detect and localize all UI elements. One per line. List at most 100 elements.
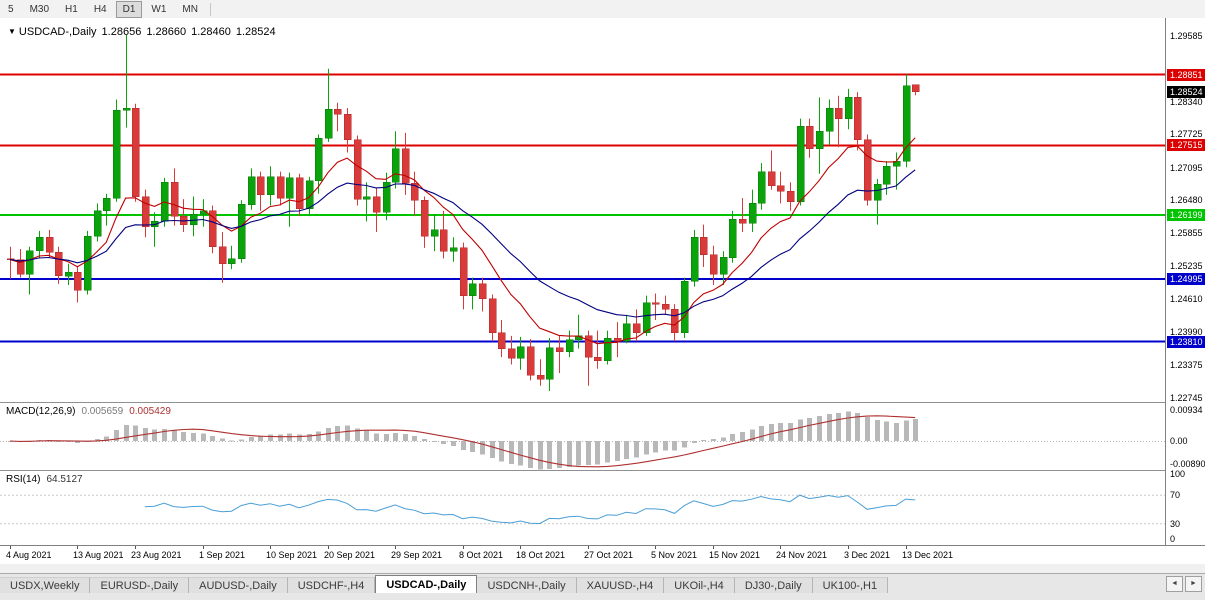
candles-layer [6,34,920,391]
macd-bar [461,441,466,450]
rsi-axis-label: 70 [1170,490,1181,500]
price-axis-label: 1.28340 [1170,97,1203,107]
macd-bar [470,441,475,453]
macd-bar [644,441,649,455]
rsi-axis-label: 30 [1170,519,1181,529]
macd-bar [326,428,331,441]
candle-down [372,196,381,213]
macd-bar [682,441,687,448]
macd-bar [364,430,369,441]
candle-down [834,107,843,119]
candle-down [439,229,448,252]
level-price-badge: 1.27515 [1167,139,1205,151]
tabs-scroll-left-button[interactable]: ◄ [1166,576,1183,592]
macd-axis-label: 0.00 [1170,436,1188,446]
macd-bar [827,413,832,441]
macd-bar [605,441,610,463]
tabs-scroll-right-icon: ► [1190,580,1197,587]
window-menu-icon[interactable]: ▼ [8,27,16,36]
date-axis-label: 29 Sep 2021 [391,550,443,560]
chart-tab-ukoil-h4[interactable]: UKOil-,H4 [664,577,735,594]
timeframe-button-mn[interactable]: MN [182,3,198,15]
macd-bar [855,412,860,441]
date-axis-tick [203,546,204,549]
timeframe-button-5[interactable]: 5 [8,3,14,15]
candle-down [401,148,410,184]
price-axis-label: 1.24610 [1170,294,1203,304]
macd-bar [730,434,735,441]
chart-tab-audusd-daily[interactable]: AUDUSD-,Daily [189,577,288,594]
timeframe-button-h1[interactable]: H1 [65,3,78,15]
macd-bar [653,441,658,453]
candle-down [295,177,304,209]
macd-bar [875,420,880,441]
candle-up [122,107,131,111]
chart-tab-usdcad-daily[interactable]: USDCAD-,Daily [375,575,478,594]
rsi-line [144,494,916,525]
macd-bar [249,437,254,441]
chart-canvas[interactable] [0,18,1165,545]
tabs-scroll-controls: ◄ ► [1164,574,1205,594]
timeframe-button-h4[interactable]: H4 [93,3,107,15]
chart-tab-usdx-weekly[interactable]: USDX,Weekly [0,577,91,594]
chart-tab-usdcnh-daily[interactable]: USDCNH-,Daily [477,577,577,594]
date-axis-tick [10,546,11,549]
ohlc-close: 1.28524 [235,26,276,38]
macd-bar [374,433,379,441]
macd-bar [75,441,80,443]
macd-bar [807,417,812,441]
candle-up [516,346,525,359]
date-axis-tick [77,546,78,549]
candle-down [16,259,25,275]
macd-bar [894,422,899,441]
rsi-axis-label: 100 [1170,469,1186,479]
date-axis[interactable]: 4 Aug 2021 13 Aug 2021 23 Aug 2021 1 Sep 20… [0,545,1205,564]
chart-tab-usdchf-h4[interactable]: USDCHF-,H4 [287,577,376,594]
candle-up [189,213,198,225]
macd-bar [133,425,138,441]
candle-up [314,137,323,181]
candle-down [141,196,150,227]
candle-down [170,181,179,217]
candle-up [873,184,882,201]
candle-down [613,337,622,342]
macd-bar [567,441,572,467]
macd-bar [432,441,437,442]
price-axis-label: 1.26480 [1170,195,1203,205]
macd-bar [528,441,533,468]
macd-bar [615,441,620,462]
price-axis[interactable]: 1.29585 1.28340 1.27725 1.27095 1.26480 1.258… [1165,18,1205,545]
candle-down [805,125,814,150]
timeframe-button-d1[interactable]: D1 [115,0,143,18]
date-axis-label: 8 Oct 2021 [459,550,504,560]
macd-bar [345,425,350,441]
candle-up [680,281,689,333]
chart-tab-xauusd-h4[interactable]: XAUUSD-,H4 [576,577,665,594]
chart-tab-eurusd-daily[interactable]: EURUSD-,Daily [90,577,190,594]
candle-up [882,166,891,185]
candle-up [468,283,477,296]
candle-down [333,108,342,115]
candle-up [237,204,246,259]
macd-bar [114,429,119,441]
ohlc-low: 1.28460 [191,26,231,38]
candle-up [227,258,236,265]
macd-bar [846,411,851,441]
candle-up [690,237,699,282]
chart-tab-uk100-h1[interactable]: UK100-,H1 [812,577,889,594]
candle-down [256,176,265,196]
macd-bar [95,438,100,441]
macd-bar [865,417,870,441]
candle-down [863,139,872,201]
candle-down [459,247,468,296]
timeframe-button-m30[interactable]: M30 [29,3,50,15]
rsi-axis-label: 0 [1170,534,1176,544]
chart-tab-dj30-daily[interactable]: DJ30-,Daily [734,577,813,594]
chart-symbol-label: USDCAD-,Daily [18,26,97,38]
candle-down [738,219,747,224]
candle-down [699,237,708,256]
chart-title: ▼ USDCAD-,Daily 1.28656 1.28660 1.28460 1.285… [8,26,281,38]
macd-bar [798,419,803,441]
tabs-scroll-right-button[interactable]: ► [1185,576,1202,592]
timeframe-button-w1[interactable]: W1 [151,3,167,15]
